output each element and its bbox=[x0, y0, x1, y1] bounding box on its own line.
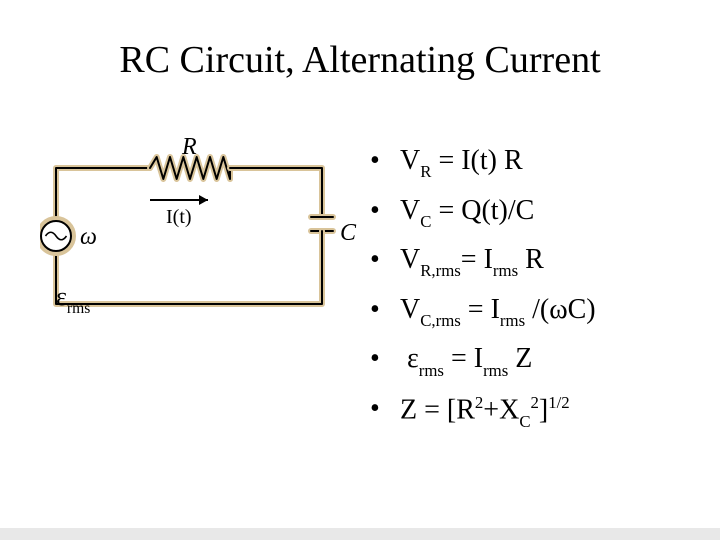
bullet-icon: • bbox=[370, 393, 400, 425]
equation-row: • εrms = Irms Z bbox=[370, 343, 700, 379]
eq-text: ε bbox=[400, 343, 419, 374]
bullet-icon: • bbox=[370, 343, 400, 375]
label-R: R bbox=[182, 134, 197, 161]
eq-text: +X bbox=[483, 394, 519, 425]
equation-row: •VC,rms = Irms /(ωC) bbox=[370, 294, 700, 330]
bullet-icon: • bbox=[370, 294, 400, 326]
eq-text: Z = [R bbox=[400, 394, 475, 425]
circuit-diagram: R C ω I(t) εrms bbox=[40, 140, 350, 340]
eq-text: = I bbox=[444, 343, 483, 374]
eq-sub: C bbox=[420, 212, 431, 231]
eq-text: V bbox=[400, 195, 420, 226]
eq-text: = Q(t)/C bbox=[431, 195, 534, 226]
eq-text: V bbox=[400, 145, 420, 176]
label-omega: ω bbox=[80, 224, 97, 251]
eq-text: V bbox=[400, 244, 420, 275]
eq-sub: rms bbox=[493, 261, 518, 280]
label-emf-rms: εrms bbox=[56, 282, 90, 316]
eq-sub: rms bbox=[500, 311, 525, 330]
bullet-icon: • bbox=[370, 195, 400, 227]
eq-text: Z bbox=[508, 343, 532, 374]
rms-subscript: rms bbox=[67, 300, 90, 317]
bullet-icon: • bbox=[370, 145, 400, 177]
eq-sub: R,rms bbox=[420, 261, 461, 280]
eq-text: V bbox=[400, 294, 420, 325]
bullet-icon: • bbox=[370, 244, 400, 276]
equation-row: •VR,rms= Irms R bbox=[370, 244, 700, 280]
eq-sub: R bbox=[420, 162, 431, 181]
eq-text: /(ωC) bbox=[525, 294, 596, 325]
label-C: C bbox=[340, 220, 356, 247]
equation-row: •VC = Q(t)/C bbox=[370, 195, 700, 231]
eq-text: = I bbox=[461, 294, 500, 325]
slide-title: RC Circuit, Alternating Current bbox=[0, 38, 720, 82]
eq-text: R bbox=[518, 244, 544, 275]
eq-text: = I(t) R bbox=[431, 145, 522, 176]
equations-list: •VR = I(t) R •VC = Q(t)/C •VR,rms= Irms … bbox=[370, 145, 700, 444]
eq-sub: C bbox=[519, 412, 530, 431]
equation-row: •VR = I(t) R bbox=[370, 145, 700, 181]
eq-sup: 1/2 bbox=[548, 393, 569, 412]
eq-text: ] bbox=[539, 394, 548, 425]
label-I-of-t: I(t) bbox=[166, 206, 192, 229]
eq-sub: rms bbox=[483, 361, 508, 380]
equation-row: •Z = [R2+XC2]1/2 bbox=[370, 393, 700, 430]
eq-sub: C,rms bbox=[420, 311, 461, 330]
eq-text: = I bbox=[461, 244, 493, 275]
bottom-shadow bbox=[0, 528, 720, 540]
eq-sup: 2 bbox=[531, 393, 539, 412]
epsilon-glyph: ε bbox=[56, 282, 67, 311]
eq-sub: rms bbox=[419, 361, 444, 380]
